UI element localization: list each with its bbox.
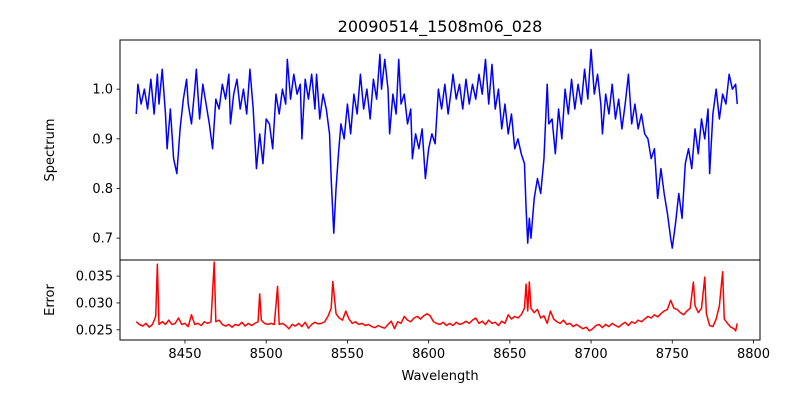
bottom-xtick-label: 8700 [575, 347, 608, 362]
xlabel: Wavelength [401, 369, 478, 384]
bottom-xtick-label: 8800 [737, 347, 770, 362]
top-ytick-label: 0.7 [92, 232, 113, 247]
bottom-ytick-label: 0.030 [76, 296, 113, 311]
top-series-spectrum-line [135, 48, 739, 249]
bottom-ytick-label: 0.025 [76, 323, 113, 338]
top-ytick-label: 0.8 [92, 182, 113, 197]
bottom-xtick-label: 8600 [412, 347, 445, 362]
bottom-xtick-label: 8550 [331, 347, 364, 362]
chart-title: 20090514_1508m06_028 [338, 17, 543, 37]
bottom-xtick-label: 8750 [656, 347, 689, 362]
bottom-axes-frame [119, 259, 761, 341]
bottom-xtick-label: 8650 [493, 347, 526, 362]
top-ylabel: Spectrum [43, 119, 58, 182]
bottom-ylabel: Error [43, 284, 58, 316]
top-ytick-label: 1.0 [92, 83, 113, 98]
bottom-ytick-label: 0.035 [76, 270, 113, 285]
bottom-series-error-line [135, 261, 738, 332]
top-ytick-label: 0.9 [92, 132, 113, 147]
bottom-xtick-label: 8500 [250, 347, 283, 362]
bottom-xtick-label: 8450 [168, 347, 201, 362]
